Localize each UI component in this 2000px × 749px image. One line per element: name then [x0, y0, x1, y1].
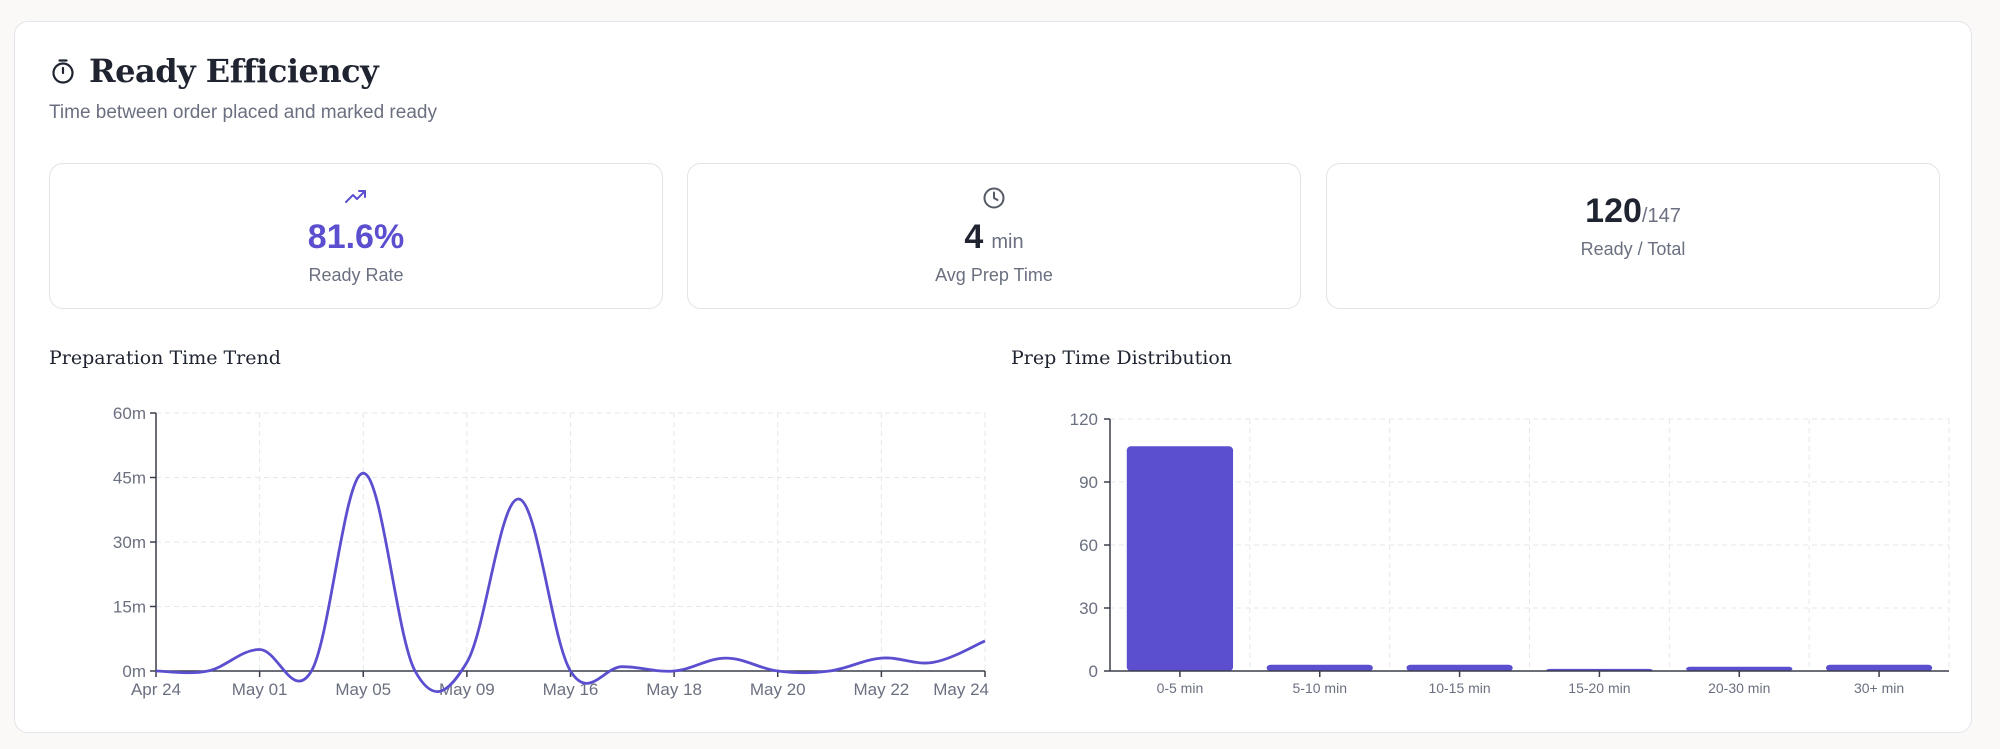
y-tick-label: 15m	[113, 598, 146, 617]
y-tick-label: 30m	[113, 533, 146, 552]
card-header: Ready Efficiency	[49, 52, 379, 90]
trending-up-icon	[50, 186, 662, 210]
prep-time-distribution-chart: 0 30 60 90 120 0-5 min 5-10 min 10-15 min 15-20 …	[1070, 410, 1950, 696]
distribution-bar	[1266, 664, 1373, 671]
avg-prep-number: 4	[964, 218, 984, 256]
stat-ready-total: 120/147 Ready / Total	[1326, 163, 1940, 309]
x-tick-label: 5-10 min	[1293, 680, 1347, 696]
avg-prep-unit: min	[991, 231, 1024, 253]
ready-rate-label: Ready Rate	[308, 265, 404, 285]
distribution-bar	[1686, 666, 1793, 671]
ready-total-label: Ready / Total	[1580, 239, 1686, 259]
avg-prep-time-label: Avg Prep Time	[935, 265, 1053, 285]
x-tick-label: 20-30 min	[1708, 680, 1770, 696]
x-tick-label: May 01	[232, 680, 288, 699]
x-tick-label: May 24	[933, 680, 989, 699]
x-tick-label: 15-20 min	[1568, 680, 1630, 696]
stopwatch-icon	[49, 57, 77, 85]
preparation-time-trend-chart: 0m 15m 30m 45m 60m Apr 24 May 01 May 05 May 09 Ma…	[113, 404, 989, 699]
avg-prep-time-value: 4 min	[688, 218, 1300, 257]
distribution-bar	[1126, 446, 1234, 671]
y-tick-label: 45m	[113, 469, 146, 488]
x-tick-label: May 18	[646, 680, 702, 699]
stat-ready-rate: 81.6% Ready Rate	[49, 163, 663, 309]
x-tick-label: May 09	[439, 680, 495, 699]
clock-icon	[688, 186, 1300, 210]
x-tick-label: 0-5 min	[1157, 680, 1204, 696]
ready-total-value: 120/147	[1327, 192, 1939, 231]
ready-rate-value: 81.6%	[307, 218, 405, 256]
distribution-chart-title: Prep Time Distribution	[1011, 347, 1233, 369]
y-tick-label: 90	[1079, 473, 1098, 492]
ready-efficiency-card: Ready Efficiency Time between order plac…	[14, 21, 1972, 733]
x-tick-label: May 20	[750, 680, 806, 699]
x-tick-label: Apr 24	[131, 680, 181, 699]
y-tick-label: 60	[1079, 536, 1098, 555]
trend-chart-title: Preparation Time Trend	[49, 347, 281, 369]
x-tick-label: May 16	[543, 680, 599, 699]
x-tick-label: 30+ min	[1854, 680, 1904, 696]
x-tick-label: 10-15 min	[1428, 680, 1490, 696]
distribution-bar	[1825, 664, 1933, 671]
total-count: /147	[1641, 205, 1681, 227]
distribution-bar	[1406, 664, 1513, 671]
x-tick-label: May 22	[854, 680, 910, 699]
trend-series-line	[155, 471, 986, 693]
y-tick-label: 60m	[113, 404, 146, 423]
y-tick-label: 0	[1089, 662, 1098, 681]
y-tick-label: 120	[1070, 410, 1098, 429]
y-tick-label: 0m	[122, 662, 146, 681]
card-title: Ready Efficiency	[89, 52, 379, 90]
ready-count: 120	[1585, 192, 1642, 230]
stat-avg-prep-time: 4 min Avg Prep Time	[687, 163, 1301, 309]
y-tick-label: 30	[1079, 599, 1098, 618]
x-tick-label: May 05	[335, 680, 391, 699]
card-subtitle: Time between order placed and marked rea…	[49, 102, 437, 123]
